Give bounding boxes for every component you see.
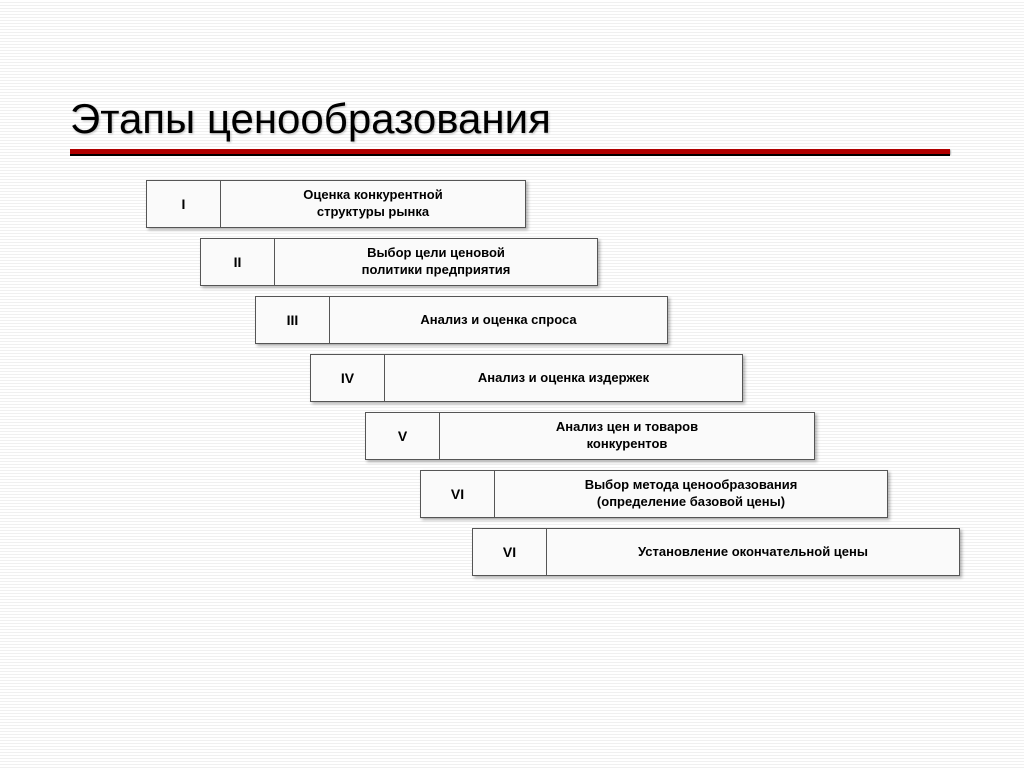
step-label: Выбор цели ценовойполитики предприятия [275,238,598,286]
step-label: Анализ цен и товаровконкурентов [440,412,815,460]
step-row: IIВыбор цели ценовойполитики предприятия [200,238,598,286]
step-numeral: VI [472,528,547,576]
step-numeral: V [365,412,440,460]
step-row: VIУстановление окончательной цены [472,528,960,576]
step-row: VАнализ цен и товаровконкурентов [365,412,815,460]
step-row: VIВыбор метода ценообразования(определен… [420,470,888,518]
slide-title: Этапы ценообразования [70,95,950,149]
step-numeral: I [146,180,221,228]
step-row: IVАнализ и оценка издержек [310,354,743,402]
step-label: Установление окончательной цены [547,528,960,576]
step-label: Анализ и оценка издержек [385,354,743,402]
step-label: Анализ и оценка спроса [330,296,668,344]
step-label: Выбор метода ценообразования(определение… [495,470,888,518]
staircase-diagram: IОценка конкурентнойструктуры рынкаIIВыб… [0,180,1024,740]
title-underline-black [70,154,950,156]
slide-title-block: Этапы ценообразования [70,95,950,156]
step-label: Оценка конкурентнойструктуры рынка [221,180,526,228]
step-row: IОценка конкурентнойструктуры рынка [146,180,526,228]
step-numeral: VI [420,470,495,518]
step-numeral: IV [310,354,385,402]
step-numeral: III [255,296,330,344]
step-row: IIIАнализ и оценка спроса [255,296,668,344]
step-numeral: II [200,238,275,286]
